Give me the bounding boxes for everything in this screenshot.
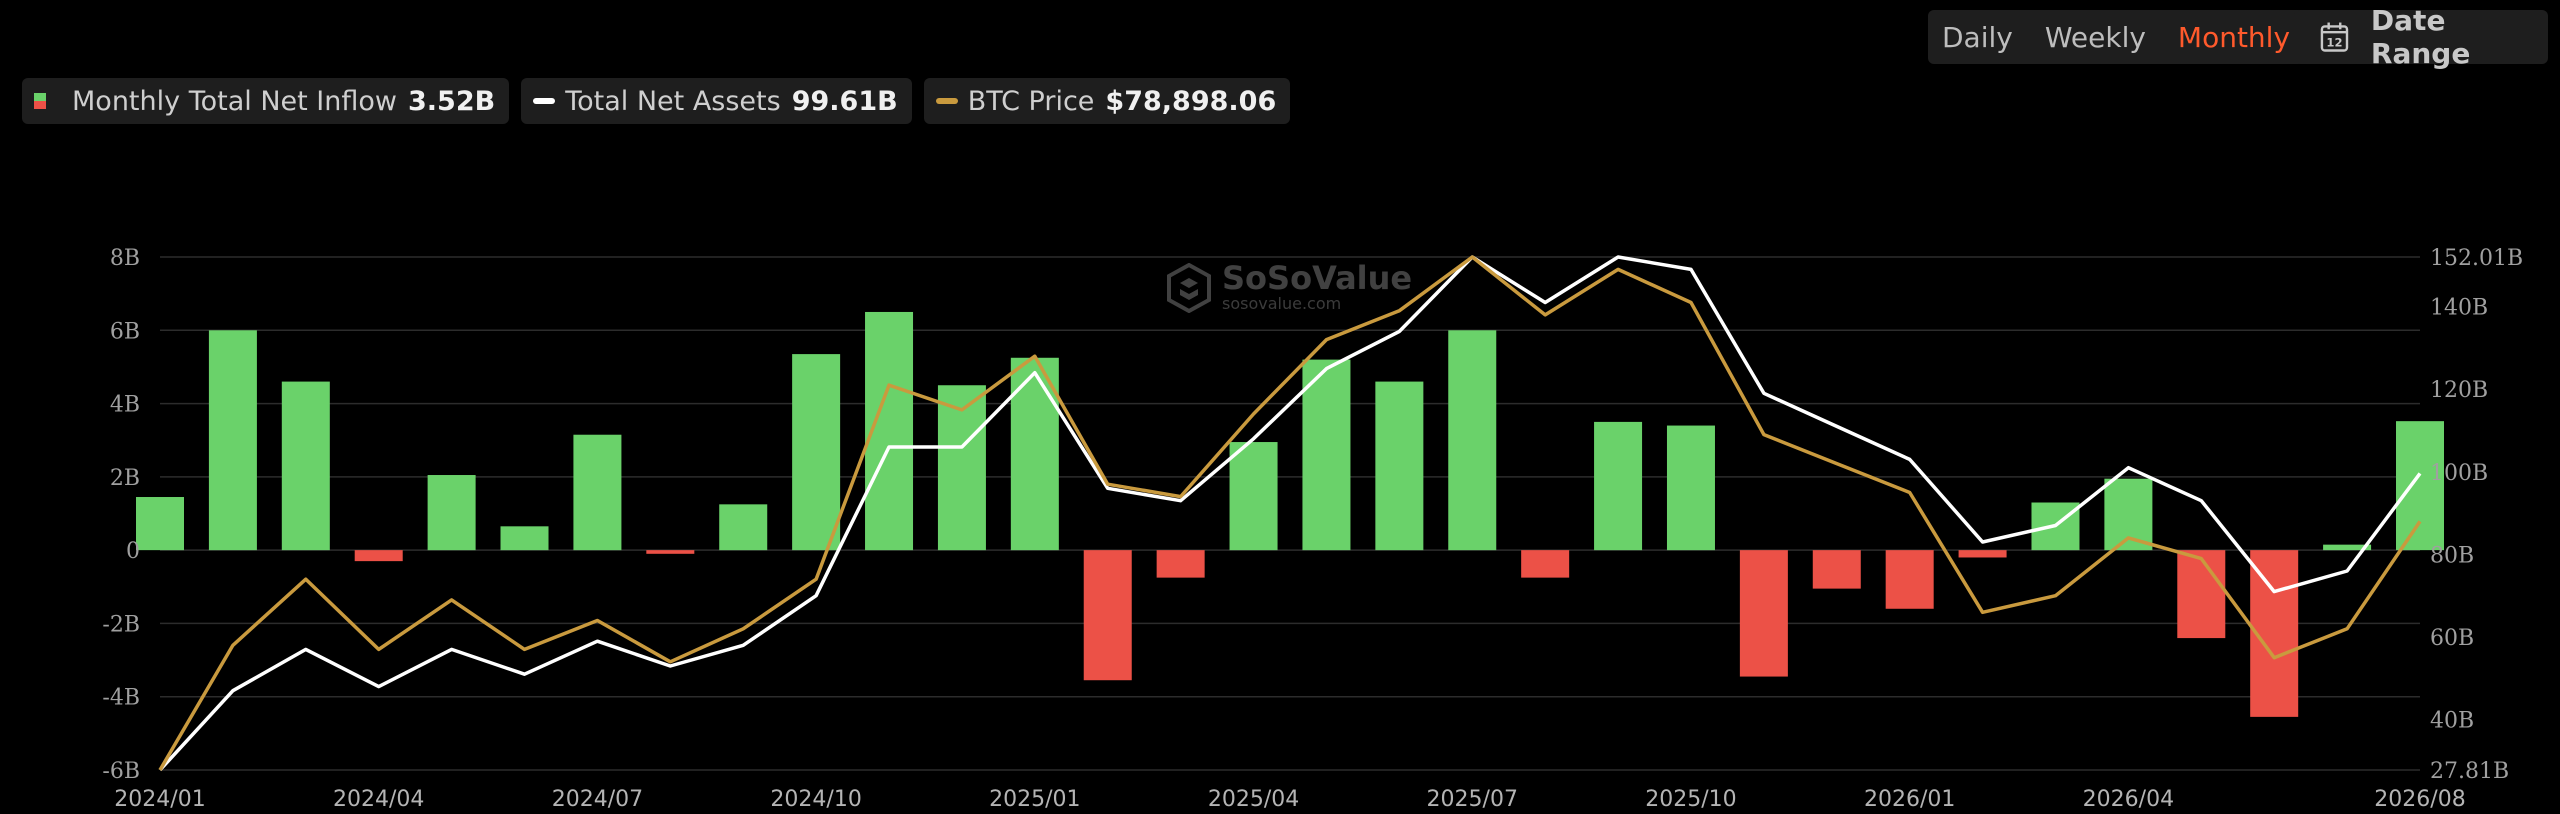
inflow-bar-positive[interactable] [719,504,768,551]
assets-line-swatch-icon [533,98,556,104]
inflow-bar-negative[interactable] [1812,550,1861,589]
watermark-url: sosovalue.com [1222,294,1342,313]
calendar-icon: 12 [2320,22,2349,52]
x-tick-label: 2024/04 [333,787,424,812]
inflow-bar-positive[interactable] [573,434,622,551]
inflow-bar-positive[interactable] [281,381,330,551]
y-right-tick-label: 80B [2430,543,2474,568]
legend-inflow-label: Monthly Total Net Inflow [72,85,397,117]
y-left-tick-label: 2B [110,466,140,491]
inflow-bar-positive[interactable] [427,475,476,551]
inflow-bar-positive[interactable] [937,385,986,551]
x-tick-label: 2025/04 [1208,787,1299,812]
y-right-tick-label: 40B [2430,709,2474,734]
inflow-bar-negative[interactable] [1885,550,1934,609]
inflow-bar-negative[interactable] [1156,550,1205,578]
legend-btc[interactable]: BTC Price $78,898.06 [923,78,1291,124]
inflow-bar-positive[interactable] [500,526,549,551]
y-right-tick-label: 152.01B [2430,246,2523,271]
inflow-bar-positive[interactable] [2323,544,2372,551]
inflow-bar-negative[interactable] [1739,550,1788,677]
legend-btc-value: $78,898.06 [1105,85,1277,117]
x-tick-label: 2024/10 [770,787,861,812]
btc-price-line[interactable] [158,255,2422,771]
inflow-bar-negative[interactable] [1083,550,1132,681]
inflow-bar-negative[interactable] [646,550,695,554]
x-tick-label: 2026/01 [1864,787,1955,812]
sosovalue-logo-icon [1167,262,1211,313]
inflow-bar-positive[interactable] [1448,330,1497,551]
y-right-tick-label: 120B [2430,378,2488,403]
legend-assets[interactable]: Total Net Assets 99.61B [521,78,912,124]
period-monthly-button[interactable]: Monthly [2177,20,2291,54]
legend-inflow[interactable]: Monthly Total Net Inflow 3.52B [22,78,510,124]
y-right-tick-label: 60B [2430,626,2474,651]
legend-inflow-value: 3.52B [408,85,496,117]
inflow-bar-positive[interactable] [208,330,257,551]
total-net-assets-line[interactable] [158,255,2422,772]
legend-btc-label: BTC Price [967,85,1095,117]
inflow-bar-positive[interactable] [1594,421,1643,551]
x-tick-label: 2026/04 [2083,787,2174,812]
inflow-bar-positive[interactable] [1229,442,1278,551]
y-left-tick-label: 8B [110,246,140,271]
x-tick-label: 2024/07 [552,787,643,812]
x-tick-label: 2024/01 [114,787,205,812]
inflow-bar-negative[interactable] [354,550,403,562]
inflow-bar-positive[interactable] [136,497,184,551]
x-tick-label: 2025/07 [1427,787,1518,812]
y-right-tick-label: 27.81B [2430,759,2509,784]
x-tick-label: 2025/10 [1645,787,1736,812]
x-tick-label: 2025/01 [989,787,1080,812]
inflow-bar-negative[interactable] [1958,550,2007,558]
btc-line-swatch-icon [935,98,958,104]
y-left-tick-label: -4B [102,686,140,711]
legend-assets-label: Total Net Assets [565,85,781,117]
y-left-tick-label: -2B [102,612,140,637]
y-left-tick-label: 4B [110,393,140,418]
period-selector: Daily Weekly Monthly [1928,10,2305,64]
inflow-bar-positive[interactable] [2396,421,2444,551]
inflow-bar-positive[interactable] [1375,381,1424,551]
inflow-bar-positive[interactable] [1302,359,1351,551]
inflow-bar-negative[interactable] [2177,550,2226,639]
calendar-icon-text: 12 [2326,36,2342,50]
period-weekly-button[interactable]: Weekly [2044,20,2146,54]
inflow-bar-positive[interactable] [792,354,841,551]
y-left-tick-label: 6B [110,319,140,344]
period-daily-button[interactable]: Daily [1942,20,2013,54]
y-left-tick-label: 0 [126,539,140,564]
y-right-tick-label: 100B [2430,461,2488,486]
inflow-bar-negative[interactable] [1521,550,1570,578]
date-range-button[interactable]: 12 Date Range [2294,4,2548,70]
inflow-bar-positive[interactable] [1666,425,1715,551]
x-tick-label: 2026/08 [2374,787,2465,812]
y-left-tick-label: -6B [102,759,140,784]
y-right-tick-label: 140B [2430,296,2488,321]
watermark-name: SoSoValue [1222,259,1413,297]
chart-legend: Monthly Total Net Inflow 3.52B Total Net… [22,78,1291,124]
watermark: SoSoValue sosovalue.com [1166,262,1412,313]
inflow-swatch-icon [34,93,46,109]
legend-assets-value: 99.61B [791,85,898,117]
date-range-label: Date Range [2370,4,2471,70]
